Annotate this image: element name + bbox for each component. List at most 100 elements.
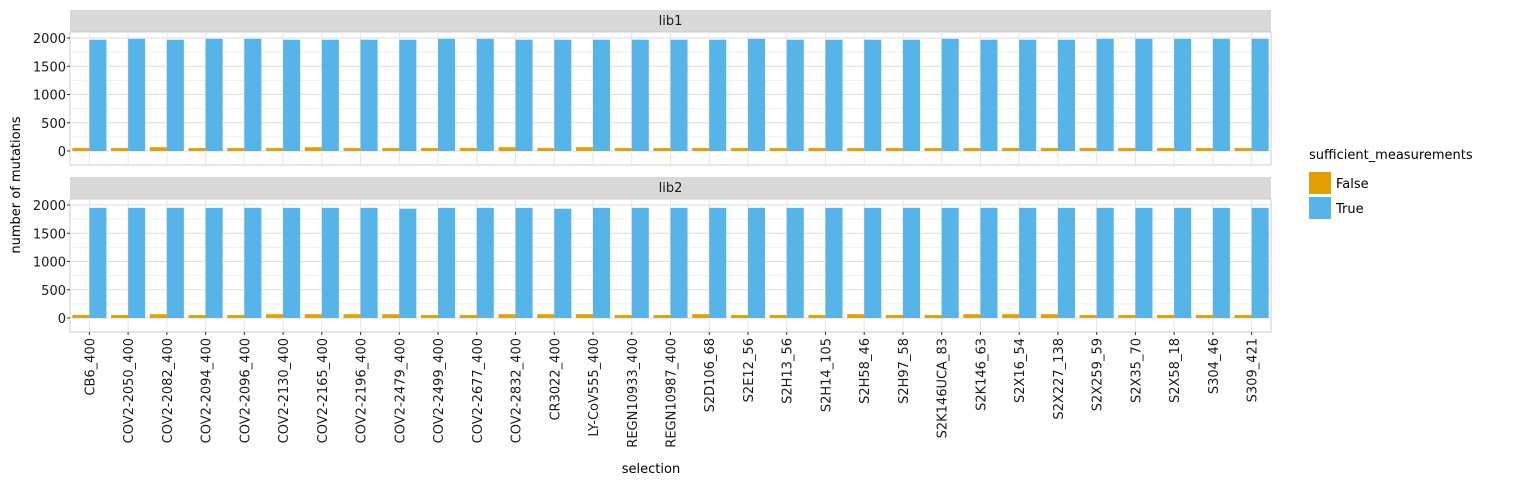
bar-lib1-false-CB6_400 [72,148,90,151]
x-tick-label: S2X16_54 [1013,338,1028,403]
bar-lib2-false-S309_421 [1234,315,1252,318]
bar-lib1-true-S2H58_46 [864,39,882,151]
bar-lib1-false-REGN10987_400 [653,148,671,151]
bar-lib1-true-S2H97_58 [902,39,920,151]
bar-lib2-false-S2K146UCA_83 [924,315,942,318]
bar-lib2-false-LY-CoV555_400 [575,314,594,318]
legend-swatch-true [1309,197,1331,219]
x-tick-label: S2E12_56 [742,338,757,402]
bar-lib2-false-COV2-2165_400 [304,314,322,318]
bar-lib1-false-S2X259_59 [1079,148,1097,151]
bar-lib2-false-S2H14_105 [808,315,826,318]
bar-lib2-true-S2X58_18 [1174,207,1192,318]
bar-lib1-false-S2X58_18 [1157,148,1175,151]
bar-lib1-false-COV2-2094_400 [188,148,206,151]
bar-lib2-true-COV2-2832_400 [515,207,533,318]
bar-lib1-false-S2H58_46 [847,148,865,151]
bar-lib2-false-S2X16_54 [1002,314,1020,318]
y-tick-label: 1000 [33,256,66,271]
bar-lib1-false-COV2-2832_400 [498,147,516,151]
bar-lib1-true-S2K146_63 [980,39,998,151]
bar-lib2-true-REGN10987_400 [670,207,688,318]
y-axis-title: number of mutations [9,116,24,253]
bar-lib2-true-COV2-2082_400 [166,207,184,318]
bar-lib1-true-COV2-2082_400 [166,39,184,151]
bar-lib1-false-S304_46 [1195,148,1213,151]
bar-lib2-false-REGN10987_400 [653,315,671,318]
x-tick-label: COV2-2096_400 [238,338,253,443]
bar-lib2-false-S2X35_70 [1118,315,1136,318]
y-tick-label: 2000 [33,199,66,214]
bar-lib2-true-REGN10933_400 [631,207,649,318]
bar-lib1-true-LY-CoV555_400 [593,39,611,151]
bar-lib1-true-S2X35_70 [1135,38,1153,151]
bar-lib2-true-S2D106_68 [709,207,727,318]
bar-lib2-true-S2X259_59 [1096,207,1114,318]
bar-lib2-false-COV2-2094_400 [188,315,206,318]
bar-lib1-true-S2X58_18 [1174,38,1192,151]
x-tick-label: S309_421 [1246,338,1261,402]
bar-lib1-false-S2H97_58 [885,148,903,151]
x-tick-label: COV2-2499_400 [432,338,447,443]
bar-lib2-false-COV2-2832_400 [498,314,516,318]
bar-lib1-true-COV2-2479_400 [399,39,417,151]
y-tick-label: 500 [41,117,66,132]
bar-lib2-true-S2H13_56 [786,207,804,318]
bar-lib1-true-S2X227_138 [1057,39,1075,151]
bar-lib1-true-COV2-2832_400 [515,39,533,151]
x-tick-label: S2D106_68 [703,338,718,412]
x-tick-label: S2K146_63 [974,338,989,411]
bar-lib1-true-COV2-2096_400 [244,38,262,151]
bar-lib1-true-REGN10933_400 [631,39,649,151]
legend-label-true: True [1335,202,1364,217]
bar-lib1-true-S309_421 [1251,38,1269,151]
bar-lib1-true-COV2-2094_400 [205,38,223,151]
bar-lib2-true-COV2-2130_400 [283,207,301,318]
bar-lib1-true-S2X16_54 [1019,39,1037,151]
x-tick-label: COV2-2050_400 [122,338,137,443]
bar-lib2-true-S2E12_56 [747,207,766,318]
x-tick-label: S304_46 [1207,338,1222,394]
bar-lib1-false-LY-CoV555_400 [575,147,594,151]
legend: sufficient_measurements False True [1309,148,1473,219]
x-tick-label: S2K146UCA_83 [936,338,951,438]
x-tick-label: S2H13_56 [781,338,796,404]
bar-lib2-true-COV2-2479_400 [399,208,417,318]
bar-lib1-true-S2X259_59 [1096,38,1114,151]
bar-lib1-true-S2E12_56 [747,38,766,151]
y-tick-label: 1500 [33,60,66,75]
bar-lib1-false-S2X35_70 [1118,148,1136,151]
x-tick-label: COV2-2094_400 [200,338,215,443]
x-tick-label: S2X58_18 [1168,338,1183,403]
bar-lib1-true-COV2-2196_400 [360,39,378,151]
bar-lib1-false-S309_421 [1234,148,1252,151]
bar-lib2-false-S2E12_56 [730,315,748,318]
y-tick-label: 1500 [33,227,66,242]
bar-lib1-true-COV2-2165_400 [321,39,339,151]
y-tick-label: 500 [41,284,66,299]
x-axis-title: selection [622,462,680,477]
bar-lib2-true-S2X227_138 [1057,207,1075,318]
bar-lib2-false-CB6_400 [72,315,90,318]
bar-lib2-true-COV2-2499_400 [438,207,456,318]
x-tick-label: COV2-2130_400 [277,338,292,443]
bar-lib2-true-COV2-2165_400 [321,207,339,318]
bar-lib1-true-REGN10987_400 [670,39,688,151]
x-tick-label: COV2-2165_400 [316,338,331,443]
bar-lib1-true-S2K146UCA_83 [941,38,959,151]
bar-lib1-false-S2H13_56 [769,148,787,151]
y-tick-label: 1000 [33,89,66,104]
x-tick-label: CB6_400 [83,338,98,396]
bar-lib1-false-S2K146_63 [963,148,981,151]
bar-lib2-false-S2X227_138 [1040,314,1058,318]
bar-lib1-true-S2H14_105 [825,39,843,151]
bar-lib1-false-COV2-2479_400 [382,148,400,151]
bar-lib2-false-COV2-2096_400 [227,315,245,318]
bar-lib2-true-COV2-2094_400 [205,207,223,318]
bar-lib2-true-COV2-2050_400 [128,207,146,318]
x-tick-label: S2X35_70 [1129,338,1144,403]
bar-lib2-false-COV2-2677_400 [459,315,477,318]
bar-lib1-false-COV2-2499_400 [421,148,439,151]
bar-lib1-false-COV2-2196_400 [343,148,361,151]
x-tick-label: S2X227_138 [1052,338,1067,420]
